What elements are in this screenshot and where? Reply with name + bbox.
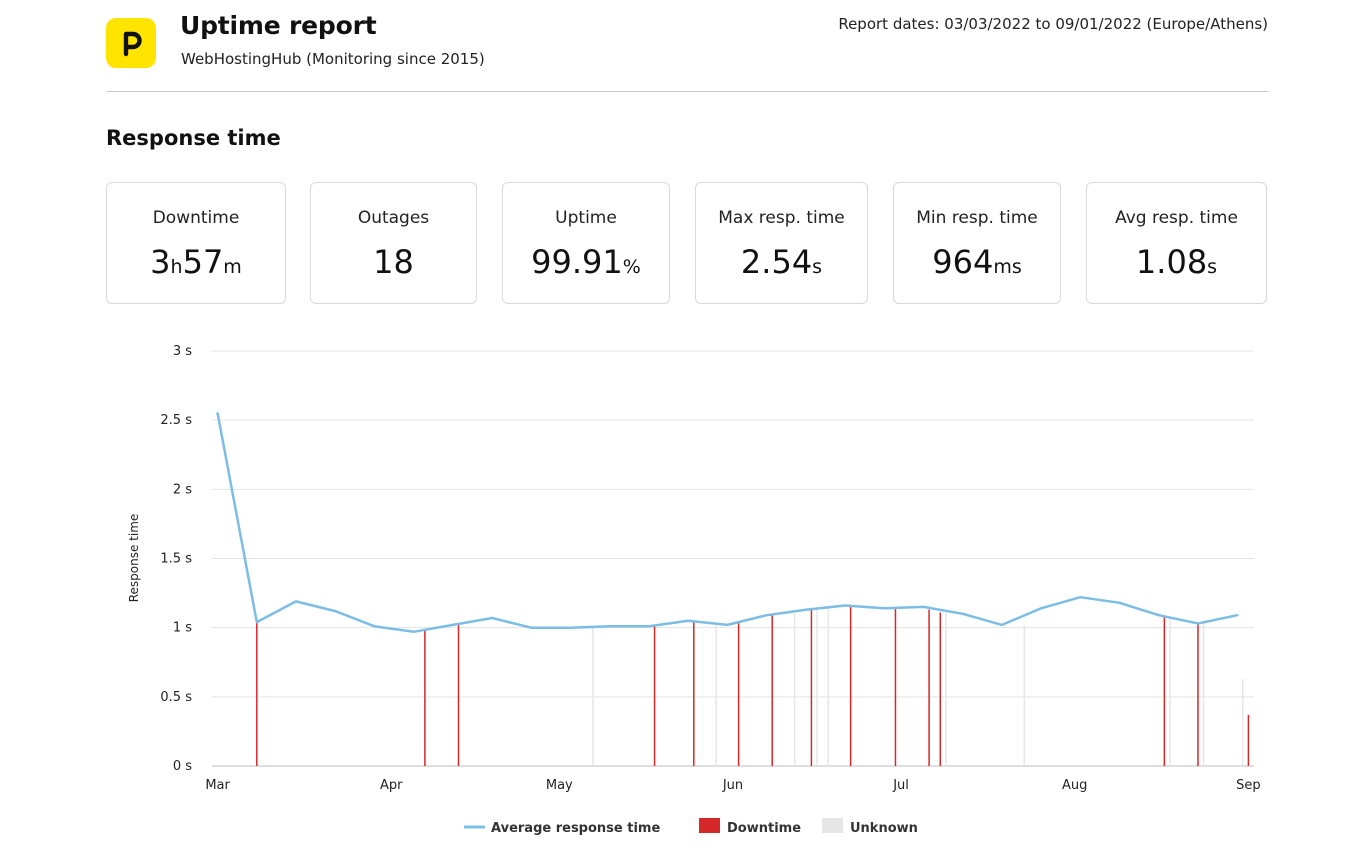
- x-tick-label: Apr: [380, 778, 403, 793]
- stat-card-uptime: Uptime 99.91%: [502, 182, 670, 304]
- x-axis-ticks: Mar Apr May Jun Jul Aug Sep: [205, 778, 1260, 793]
- stat-value: 18: [373, 243, 414, 281]
- x-tick-label: Mar: [205, 778, 230, 793]
- unknown-markers: [592, 606, 1244, 766]
- section-title: Response time: [106, 126, 281, 150]
- stat-label: Outages: [357, 208, 430, 228]
- report-title: Uptime report: [180, 11, 377, 40]
- report-subtitle: WebHostingHub (Monitoring since 2015): [181, 50, 485, 68]
- stat-label: Max resp. time: [718, 208, 845, 228]
- stat-card-max-resp: Max resp. time 2.54s: [695, 182, 868, 304]
- y-tick-label: 1.5 s: [160, 552, 192, 567]
- stat-value: 99.91%: [531, 243, 641, 281]
- legend-unknown-swatch: [822, 818, 843, 833]
- grid-lines: [212, 350, 1254, 767]
- stat-card-downtime: Downtime 3h57m: [106, 182, 286, 304]
- stat-label: Avg resp. time: [1115, 208, 1238, 228]
- brand-logo: [106, 18, 156, 68]
- x-tick-label: Aug: [1062, 778, 1087, 793]
- stat-value: 3h57m: [150, 243, 242, 281]
- stat-value: 1.08s: [1135, 243, 1218, 281]
- y-tick-label: 1 s: [173, 621, 192, 636]
- x-tick-label: Jun: [722, 778, 743, 793]
- stat-card-avg-resp: Avg resp. time 1.08s: [1086, 182, 1267, 304]
- stat-card-outages: Outages 18: [310, 182, 477, 304]
- y-tick-label: 0 s: [173, 759, 192, 774]
- p-logo-icon: [123, 31, 142, 57]
- series-line: [216, 412, 1239, 634]
- chart-legend: Average response time Downtime Unknown: [464, 818, 918, 836]
- downtime-markers: [256, 605, 1250, 766]
- stat-label: Min resp. time: [916, 208, 1038, 228]
- y-tick-label: 0.5 s: [160, 690, 192, 705]
- legend-downtime-swatch: [699, 818, 720, 833]
- legend-label: Average response time: [491, 821, 660, 836]
- y-tick-label: 2 s: [173, 482, 192, 497]
- y-tick-label: 2.5 s: [160, 413, 192, 428]
- stat-card-min-resp: Min resp. time 964ms: [893, 182, 1061, 304]
- x-tick-label: Sep: [1236, 778, 1261, 793]
- average-response-line: [216, 412, 1239, 634]
- y-axis-label: Response time: [127, 514, 141, 603]
- stat-value: 964ms: [932, 243, 1022, 281]
- legend-label: Unknown: [850, 821, 918, 836]
- x-tick-label: Jul: [892, 778, 909, 793]
- x-tick-label: May: [546, 778, 573, 793]
- y-tick-label: 3 s: [173, 344, 192, 359]
- header-divider: [106, 91, 1268, 92]
- y-axis-ticks: 0 s 0.5 s 1 s 1.5 s 2 s 2.5 s 3 s: [160, 344, 192, 774]
- stat-label: Downtime: [152, 208, 240, 228]
- stat-label: Uptime: [555, 208, 617, 228]
- legend-label: Downtime: [727, 821, 801, 836]
- report-dates: Report dates: 03/03/2022 to 09/01/2022 (…: [838, 15, 1268, 33]
- stat-value: 2.54s: [740, 243, 823, 281]
